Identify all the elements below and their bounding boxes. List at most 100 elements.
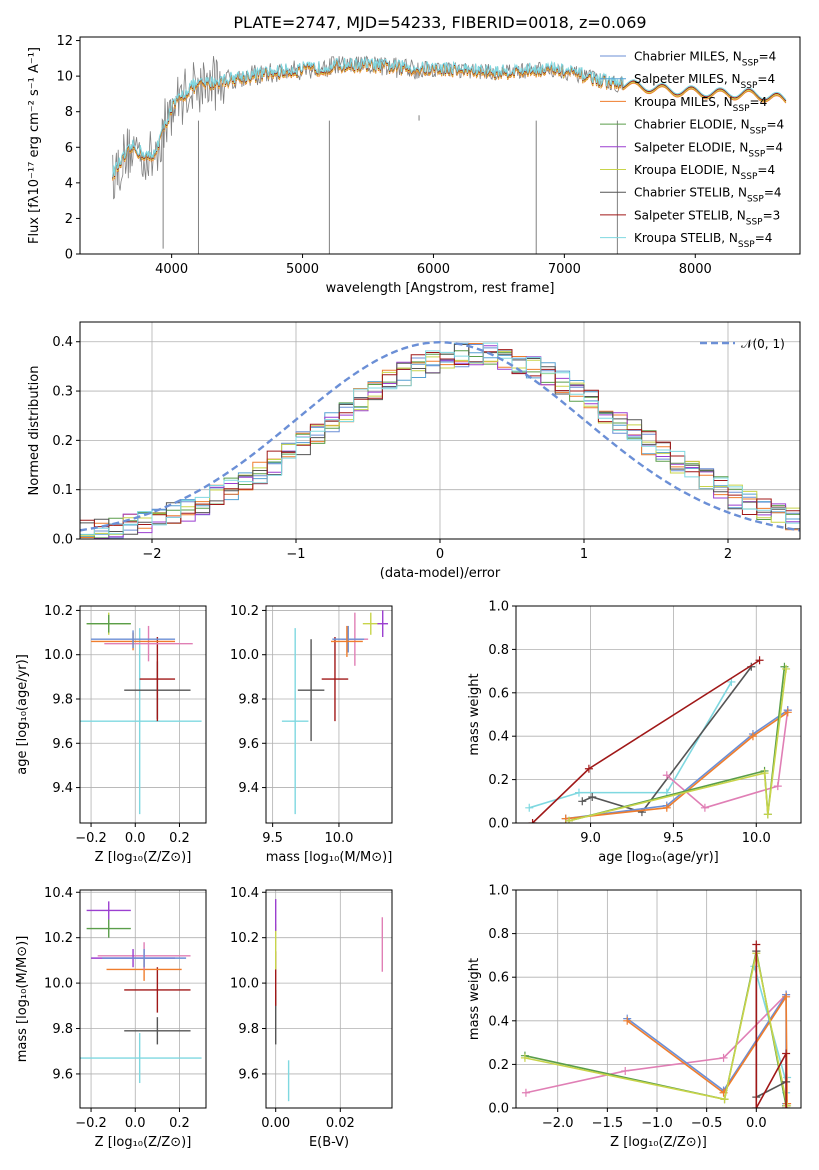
massweight-vs-age-panel: 9.0 9.5 10.0 0.0 0.2 0.4 0.6 0.8 1.0 age [log₁₀(a… <box>467 600 802 865</box>
legend-entry-tail: =4 <box>766 118 784 132</box>
massweight-vs-metallicity-panel: −2.0 −1.5 −1.0 −0.5 0.0 0.0 0.2 0.4 0.6 0.8 1.0 Z [… <box>467 884 802 1150</box>
data-point-marker <box>662 771 671 780</box>
series-line <box>532 659 761 823</box>
legend-entry-tail: =4 <box>750 95 768 109</box>
legend-entry-tail: =4 <box>759 50 777 64</box>
legend-entry-label: Salpeter MILES, N <box>634 72 741 86</box>
data-point-marker <box>588 792 597 801</box>
y-tick-label: 1.0 <box>488 600 509 615</box>
data-point-marker <box>662 803 671 812</box>
x-tick-label: −2.0 <box>542 1116 574 1131</box>
y-tick-label: 0 <box>65 248 73 263</box>
y-axis-label: mass weight <box>467 673 482 755</box>
plot-frame <box>79 36 801 255</box>
data-point-marker <box>748 732 757 741</box>
y-tick-label: 10.4 <box>230 886 259 901</box>
x-tick-label: 2 <box>724 547 732 562</box>
residual-histogram <box>80 344 800 535</box>
y-tick-label: 0.0 <box>52 533 73 548</box>
data-point-marker <box>783 1101 792 1108</box>
data-point-marker <box>700 803 709 812</box>
plot-area <box>80 890 206 1108</box>
x-axis-label: E(B-V) <box>309 1135 349 1150</box>
x-tick-label: 0.2 <box>169 1116 190 1131</box>
y-tick-label: 9.4 <box>52 781 73 796</box>
data-point-marker <box>752 1104 761 1108</box>
series-line <box>755 944 787 1108</box>
y-tick-label: 10.2 <box>230 931 259 946</box>
legend-entry-subscript: SSP <box>741 81 758 91</box>
x-tick-label: 7000 <box>548 262 581 277</box>
normal-distribution-curve <box>80 340 800 532</box>
y-tick-label: 10.2 <box>44 604 73 619</box>
legend-entry-label: Kroupa ELODIE, N <box>634 163 741 177</box>
plot-frame <box>79 605 207 824</box>
legend-entry: Salpeter STELIB, NSSP=3 <box>634 208 780 227</box>
plot-frame <box>515 889 802 1109</box>
legend-entry-subscript: SSP <box>746 217 763 227</box>
y-tick-label: 9.8 <box>238 693 259 708</box>
legend-entry-subscript: SSP <box>750 127 767 137</box>
y-tick-label: 0.0 <box>488 817 509 832</box>
x-tick-label: 0.0 <box>125 1116 146 1131</box>
y-tick-label: 9.8 <box>52 693 73 708</box>
x-tick-label: 6000 <box>417 262 450 277</box>
x-axis-label: wavelength [Angstrom, rest frame] <box>326 281 555 296</box>
x-tick-label: −0.5 <box>691 1116 723 1131</box>
x-tick-label: 0 <box>436 547 444 562</box>
y-tick-label: 6 <box>65 141 73 156</box>
x-axis-label: age [log₁₀(age/yr)] <box>598 850 719 865</box>
legend-entry-subscript: SSP <box>733 104 750 114</box>
y-tick-label: 0.8 <box>488 643 509 658</box>
data-point-marker <box>782 992 791 1001</box>
plot-frame <box>265 605 393 824</box>
y-tick-label: 9.6 <box>52 1067 73 1082</box>
legend-entry-subscript: SSP <box>747 195 764 205</box>
y-axis-label: Flux [fλ10⁻¹⁷ erg cm⁻² s⁻¹ A⁻¹] <box>27 47 42 244</box>
data-point-marker <box>719 1053 728 1062</box>
legend-entry-label: Chabrier ELODIE, N <box>634 118 750 132</box>
residual-histogram <box>80 342 800 535</box>
spectrum-panel: 4000 5000 6000 7000 8000 0 2 4 6 8 10 12 wavelength … <box>27 34 801 296</box>
data-point-marker <box>621 1066 630 1075</box>
x-tick-label: −0.2 <box>75 1116 107 1131</box>
legend-entry: Salpeter ELODIE, NSSP=4 <box>634 140 783 159</box>
legend-entry: Chabrier STELIB, NSSP=4 <box>634 186 782 205</box>
y-tick-label: 1.0 <box>488 884 509 899</box>
legend-entry: Kroupa MILES, NSSP=4 <box>634 95 767 114</box>
x-tick-label: 1 <box>580 547 588 562</box>
data-point-marker <box>578 797 587 806</box>
y-tick-label: 0.3 <box>52 385 73 400</box>
series-line <box>568 668 787 822</box>
series-line <box>525 994 787 1094</box>
x-tick-label: 0.00 <box>261 1116 290 1131</box>
y-tick-label: 0.4 <box>488 1014 509 1029</box>
x-tick-label: 4000 <box>155 262 188 277</box>
legend-entry: Chabrier ELODIE, NSSP=4 <box>634 118 784 137</box>
plot-frame <box>515 605 802 824</box>
data-point-marker <box>752 940 761 949</box>
y-tick-label: 0.2 <box>52 434 73 449</box>
legend-entry-label: Kroupa STELIB, N <box>634 231 738 245</box>
data-point-marker <box>763 810 772 819</box>
legend-entry-tail: =4 <box>755 231 773 245</box>
data-point-marker <box>782 1049 791 1058</box>
x-tick-label: 0.2 <box>169 831 190 846</box>
legend-entry-tail: =3 <box>763 208 781 222</box>
legend-entry-subscript: SSP <box>741 172 758 182</box>
data-point-marker <box>525 803 534 812</box>
data-point-marker <box>773 782 782 791</box>
series-line <box>524 950 787 1106</box>
legend-entry-subscript: SSP <box>748 149 765 159</box>
y-tick-label: 10 <box>56 70 73 85</box>
legend-entry: Chabrier MILES, NSSP=4 <box>634 50 776 69</box>
y-axis-label: mass weight <box>467 958 482 1040</box>
y-tick-label: 10.0 <box>44 977 73 992</box>
legend-entry-subscript: SSP <box>742 59 759 69</box>
data-point-marker <box>782 664 791 673</box>
plot-area <box>266 890 392 1108</box>
series-line <box>524 953 788 1106</box>
plot-area <box>516 890 801 1108</box>
data-point-marker <box>760 769 769 778</box>
